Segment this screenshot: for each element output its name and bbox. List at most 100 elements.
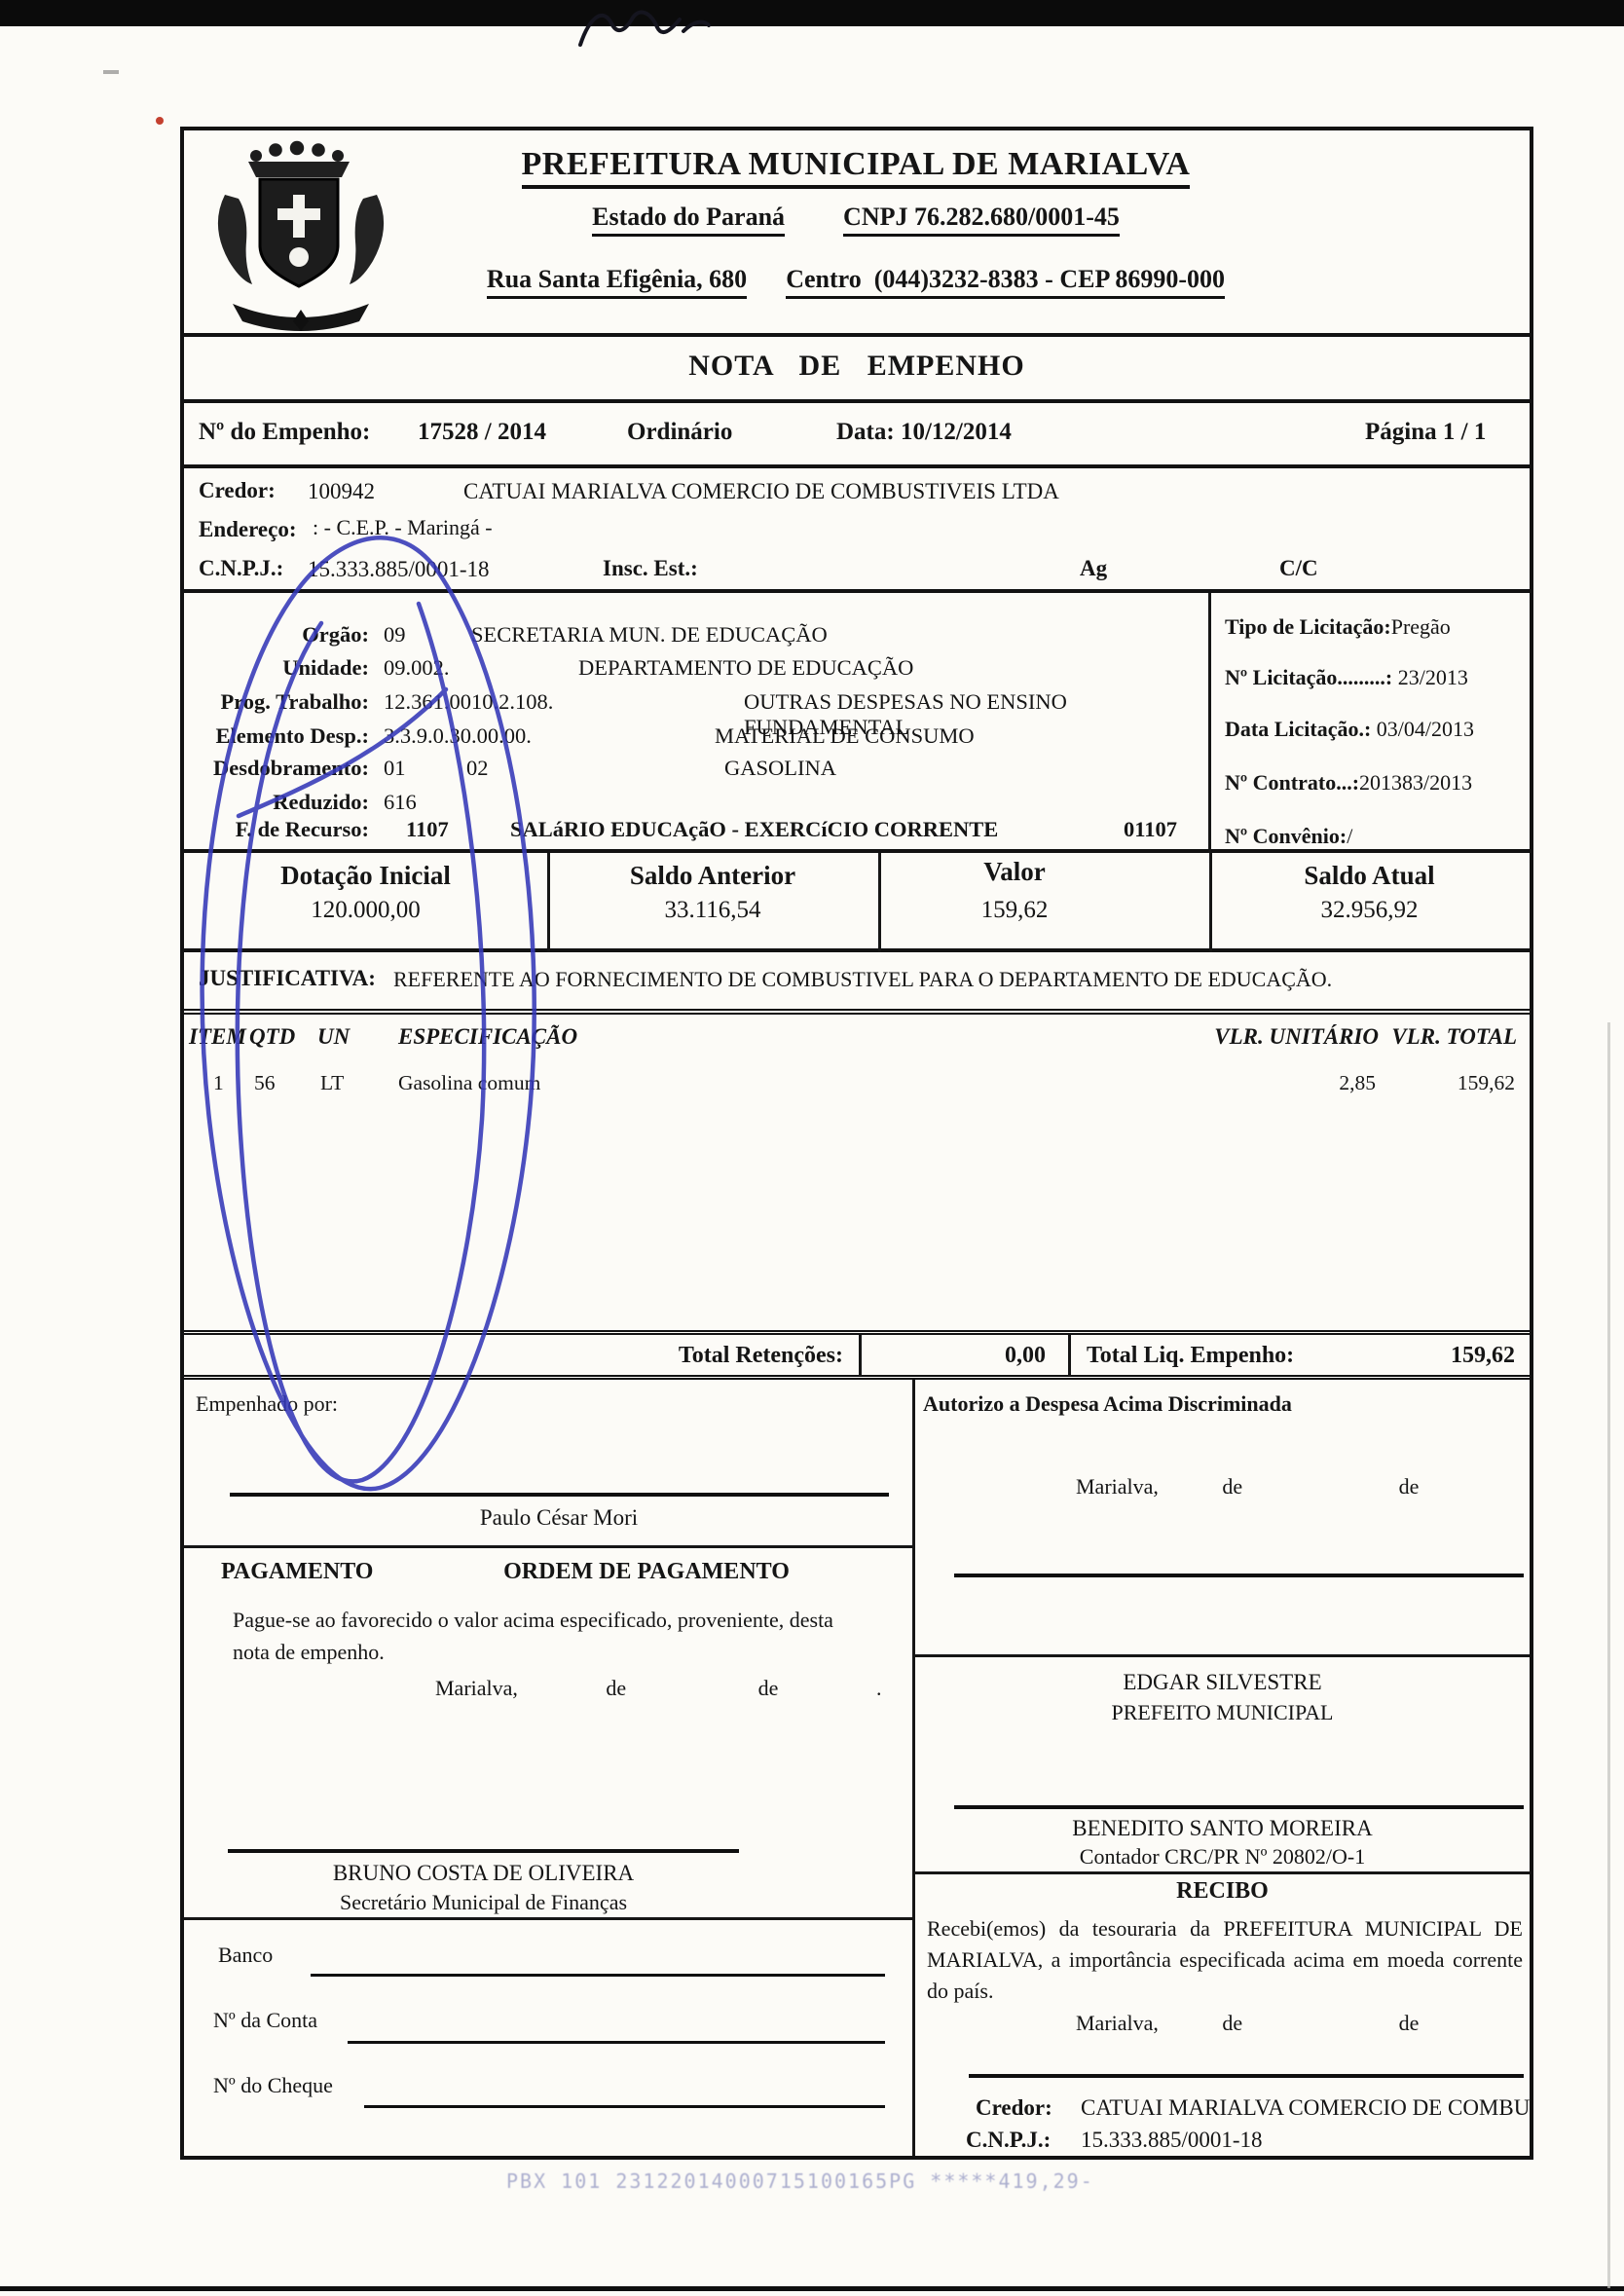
- recibo-credor-label: Credor:: [976, 2095, 1052, 2120]
- recibo-text: Recebi(emos) da tesouraria da PREFEITURA…: [927, 1916, 1523, 2003]
- org-district-phone: Centro (044)3232-8383 - CEP 86990-000: [786, 265, 1226, 299]
- budget-desc: SALáRIO EDUCAçãO - EXERCíCIO CORRENTE: [510, 817, 999, 841]
- contrato-value: 201383/2013: [1359, 770, 1473, 795]
- items-table: ITEM QTD UN ESPECIFICAÇÃO VLR. UNITÁRIO …: [184, 1009, 1530, 1330]
- contador-title: Contador CRC/PR Nº 20802/O-1: [1079, 1844, 1366, 1869]
- org-cnpj: CNPJ 76.282.680/0001-45: [843, 203, 1120, 237]
- budget-label: Prog. Trabalho:: [220, 689, 369, 714]
- budget-desc: MATERIAL DE CONSUMO: [715, 723, 975, 748]
- item-un: LT: [320, 1071, 345, 1094]
- dotacao-col-saldo-atual: Saldo Atual 32.956,92: [1209, 853, 1530, 924]
- budget-block: Orgão: 09 SECRETARIA MUN. DE EDUCAÇÃO Un…: [184, 593, 1530, 853]
- finance-name: BRUNO COSTA DE OLIVEIRA: [332, 1861, 635, 1885]
- city: Marialva,: [1076, 1474, 1159, 1499]
- empenho-page: Página 1 / 1: [1365, 419, 1487, 445]
- creditor-block: Credor: 100942 CATUAI MARIALVA COMERCIO …: [184, 468, 1530, 593]
- budget-label: Reduzido:: [273, 790, 369, 814]
- dotacao-table: Dotação Inicial 120.000,00 Saldo Anterio…: [184, 853, 1530, 952]
- budget-row-desdobramento: Desdobramento: 01 02 GASOLINA: [184, 756, 1206, 787]
- budget-desc: SECRETARIA MUN. DE EDUCAÇÃO: [471, 622, 828, 647]
- totals-row: Total Retenções: 0,00 Total Liq. Empenho…: [184, 1330, 1530, 1380]
- budget-row-elemento: Elemento Desp.: 3.3.9.0.30.00.00. MATERI…: [184, 723, 1206, 755]
- de: de: [757, 1676, 779, 1700]
- num-licitacao-label: Nº Licitação.........:: [1225, 665, 1393, 689]
- dotacao-value: 32.956,92: [1320, 897, 1419, 923]
- budget-row-prog-trabalho: Prog. Trabalho: 12.361.0010.2.108. OUTRA…: [184, 689, 1206, 739]
- de: de: [1398, 2011, 1420, 2035]
- conta-line: [348, 2041, 885, 2044]
- budget-code: 12.361.0010.2.108.: [384, 689, 554, 714]
- empenho-row: Nº do Empenho: 17528 / 2014 Ordinário Da…: [184, 403, 1530, 468]
- scan-gray-dash: [103, 70, 119, 74]
- budget-recurso-code: 01107: [1124, 817, 1178, 841]
- empenhado-por-label: Empenhado por:: [196, 1391, 339, 1416]
- machine-validation-print: PBX 101 23122014000715100165PG *****419,…: [506, 2169, 1094, 2193]
- cc-label: C/C: [1279, 556, 1318, 580]
- creditor-cnpj: 15.333.885/0001-18: [308, 557, 490, 581]
- dotacao-col-saldo-anterior: Saldo Anterior 33.116,54: [547, 853, 878, 924]
- budget-label: Elemento Desp.:: [215, 723, 369, 748]
- org-title: PREFEITURA MUNICIPAL DE MARIALVA: [521, 146, 1191, 189]
- total-retencoes-label: Total Retenções:: [678, 1343, 843, 1368]
- budget-desc: GASOLINA: [724, 756, 836, 780]
- org-phone-cep: (044)3232-8383 - CEP 86990-000: [873, 265, 1226, 293]
- creditor-code: 100942: [308, 479, 375, 503]
- scan-right-edge-line: [1607, 1022, 1610, 2288]
- city-date-line-recibo: Marialva, de de: [1076, 2011, 1419, 2036]
- de: de: [1222, 2011, 1243, 2035]
- budget-code: 1107: [406, 817, 449, 841]
- item-vlr-unitario: 2,85: [1339, 1071, 1376, 1094]
- dotacao-header: Saldo Atual: [1304, 861, 1435, 890]
- signoff-divider: [912, 1380, 915, 2156]
- pagamento-text: Pague-se ao favorecido o valor acima esp…: [233, 1608, 833, 1664]
- budget-code2: 02: [466, 756, 489, 780]
- creditor-label: Credor:: [199, 478, 276, 502]
- budget-code: 3.3.9.0.30.00.00.: [384, 723, 532, 748]
- signature-line-autorizo: [954, 1574, 1524, 1577]
- de: de: [1398, 1474, 1420, 1499]
- item-espec: Gasolina comum: [398, 1071, 541, 1094]
- budget-label: Desdobramento:: [213, 756, 369, 780]
- item-vlr-total: 159,62: [1457, 1071, 1515, 1094]
- form-header-section: PREFEITURA MUNICIPAL DE MARIALVA Estado …: [184, 130, 1530, 337]
- item-number: 1: [213, 1071, 224, 1094]
- org-district: Centro: [786, 265, 862, 293]
- autorizo-label: Autorizo a Despesa Acima Discriminada: [923, 1391, 1292, 1416]
- justification-row: JUSTIFICATIVA: REFERENTE AO FORNECIMENTO…: [184, 952, 1530, 1009]
- de: de: [1222, 1474, 1243, 1499]
- empenho-number: 17528 / 2014: [418, 419, 546, 445]
- budget-label: F. de Recurso:: [235, 817, 369, 841]
- budget-row-unidade: Unidade: 09.002. DEPARTAMENTO DE EDUCAÇÃ…: [184, 655, 1206, 686]
- col-un: UN: [317, 1024, 351, 1049]
- signoff-area: Empenhado por: Paulo César Mori PAGAMENT…: [184, 1380, 1530, 2156]
- total-liq-label: Total Liq. Empenho:: [1087, 1343, 1295, 1368]
- col-qtd: QTD: [249, 1024, 296, 1049]
- org-street: Rua Santa Efigênia, 680: [486, 265, 748, 299]
- org-state: Estado do Paraná: [592, 203, 786, 237]
- budget-code: 09: [384, 622, 406, 647]
- data-licitacao-value: 03/04/2013: [1376, 717, 1475, 741]
- doc-title-band: NOTA DE EMPENHO: [184, 337, 1530, 403]
- prefeito-title: PREFEITO MUNICIPAL: [1111, 1700, 1334, 1724]
- scan-top-bar: [0, 0, 1624, 26]
- data-licitacao-label: Data Licitação.:: [1225, 717, 1372, 741]
- budget-label: Orgão:: [302, 622, 369, 647]
- recibo-credor-value: CATUAI MARIALVA COMERCIO DE COMBUSTIVE: [1081, 2095, 1530, 2120]
- signature-line-recibo: [969, 2074, 1524, 2078]
- banco-line: [311, 1974, 885, 1977]
- total-liq-value: 159,62: [1451, 1343, 1515, 1368]
- creditor-name: CATUAI MARIALVA COMERCIO DE COMBUSTIVEIS…: [463, 479, 1059, 503]
- budget-code: 01: [384, 756, 406, 780]
- city: Marialva,: [1076, 2011, 1159, 2035]
- col-espec: ESPECIFICAÇÃO: [398, 1024, 578, 1049]
- creditor-address-label: Endereço:: [199, 517, 297, 541]
- scan-bottom-bar: [0, 2286, 1624, 2291]
- recibo-cnpj-value: 15.333.885/0001-18: [1081, 2128, 1263, 2152]
- cheque-line: [364, 2105, 885, 2108]
- creditor-address: : - C.E.P. - Maringá -: [313, 515, 493, 539]
- de: de: [606, 1676, 627, 1700]
- nota-de-empenho-form: PREFEITURA MUNICIPAL DE MARIALVA Estado …: [180, 127, 1533, 2160]
- prefeito-name: EDGAR SILVESTRE: [1123, 1670, 1322, 1694]
- recibo-cnpj-label: C.N.P.J.:: [966, 2128, 1052, 2152]
